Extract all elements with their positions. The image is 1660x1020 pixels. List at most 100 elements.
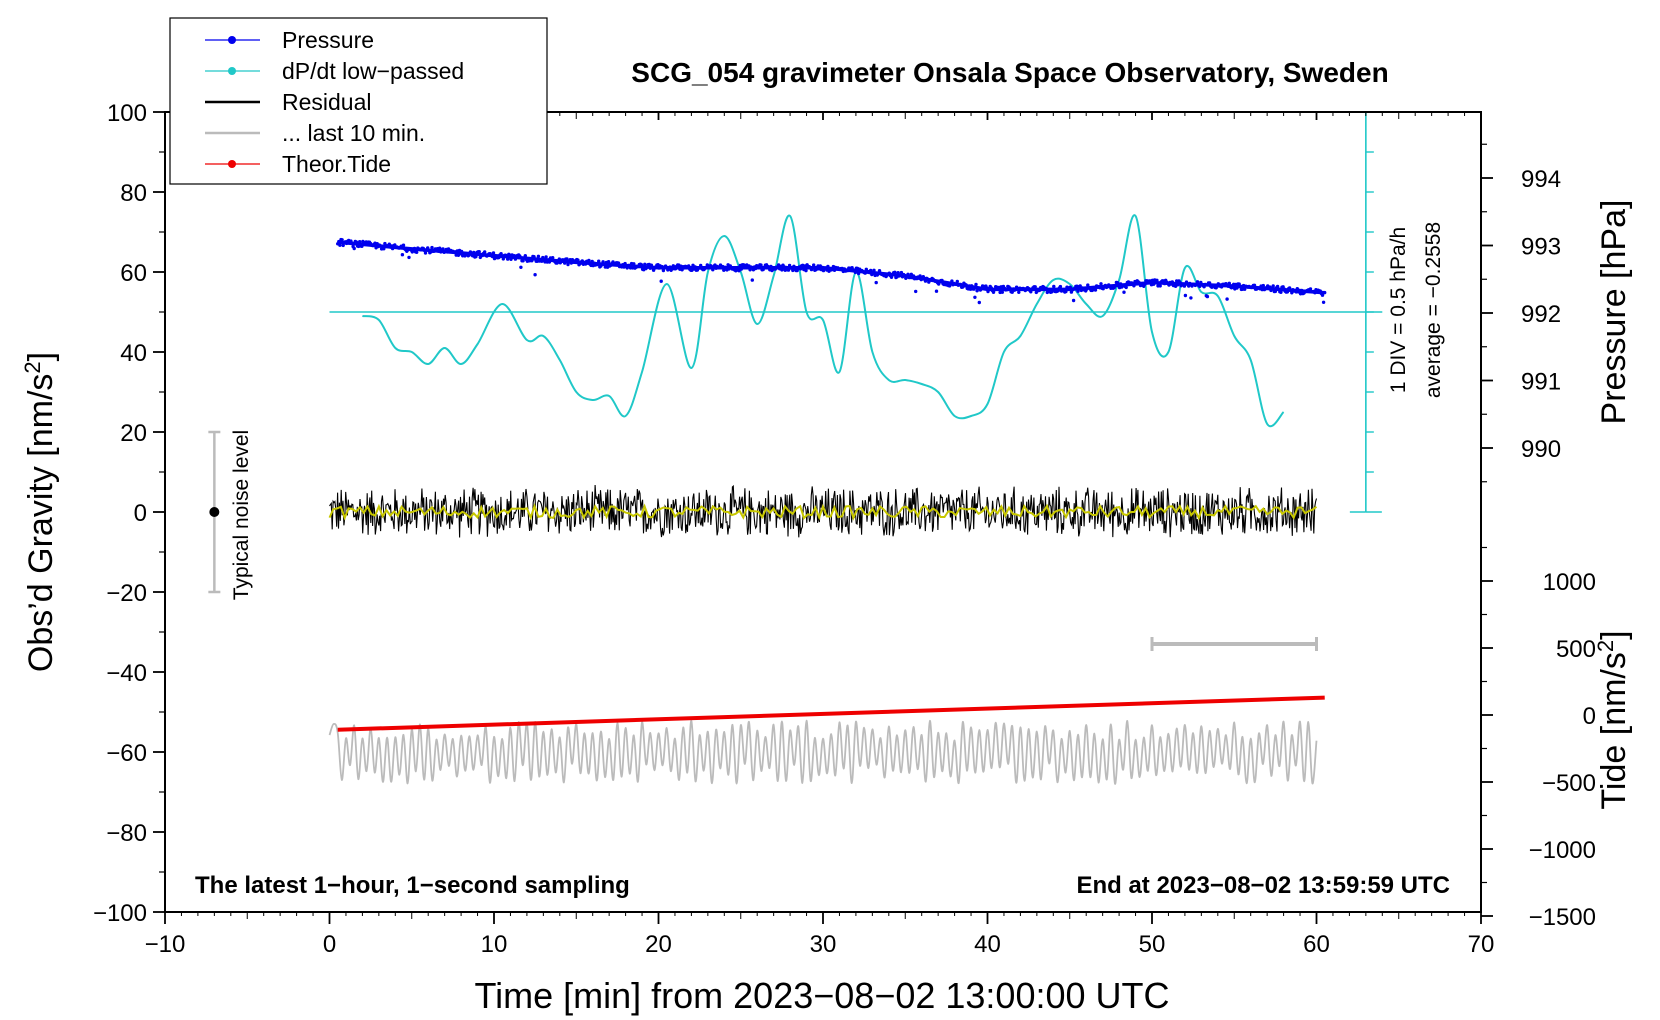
x-tick-label: 70 bbox=[1468, 931, 1495, 958]
tide-tick-label: 1000 bbox=[1543, 569, 1596, 596]
pressure-point bbox=[1195, 280, 1200, 284]
dpdt-line bbox=[362, 214, 1285, 428]
pressure-point bbox=[889, 275, 894, 279]
pressure-point bbox=[812, 263, 816, 267]
residual-line bbox=[329, 484, 1318, 538]
pressure-point bbox=[1183, 293, 1188, 298]
axes-layer: −10 0 10 20 30 40 50 60 70−100−80−60−40−20020406… bbox=[93, 100, 1596, 958]
pressure-line bbox=[337, 240, 1325, 295]
dpdt-scale-avg-label: average = −0.2558 bbox=[1422, 222, 1445, 398]
pressure-point bbox=[401, 243, 406, 247]
y-tick-label: −60 bbox=[106, 740, 147, 767]
pressure-point bbox=[597, 259, 601, 263]
pressure-point bbox=[587, 258, 591, 263]
pressure-point bbox=[750, 278, 754, 282]
legend-marker bbox=[228, 160, 236, 168]
y-axis-tide-label-sup: 2 bbox=[1593, 640, 1618, 652]
pressure-point bbox=[519, 265, 523, 269]
y-tick-label: −20 bbox=[106, 580, 147, 607]
pressure-point bbox=[477, 250, 481, 254]
x-tick-label: 0 bbox=[323, 931, 336, 958]
pressure-point bbox=[1052, 284, 1056, 289]
pressure-point bbox=[1086, 283, 1090, 287]
pressure-point bbox=[1093, 288, 1098, 292]
pressure-point bbox=[338, 243, 342, 247]
pressure-point bbox=[759, 263, 763, 267]
pressure-point bbox=[521, 259, 525, 263]
pressure-point bbox=[340, 238, 344, 242]
pressure-point bbox=[974, 282, 978, 287]
tide-tick-label: −1000 bbox=[1529, 837, 1596, 864]
annotation-right: End at 2023−08−02 13:59:59 UTC bbox=[1076, 872, 1450, 899]
y-axis-tide-label-main: Tide [nm/s bbox=[1595, 652, 1633, 809]
pressure-point bbox=[1308, 287, 1313, 291]
pressure-point bbox=[1000, 290, 1004, 294]
pressure-point bbox=[533, 273, 537, 277]
chart-title: SCG_054 gravimeter Onsala Space Observat… bbox=[631, 57, 1388, 88]
pressure-tick-label: 993 bbox=[1521, 234, 1561, 261]
x-tick-label: −10 bbox=[145, 931, 186, 958]
x-tick-label: 50 bbox=[1139, 931, 1166, 958]
legend-marker bbox=[228, 67, 236, 75]
series-layer bbox=[208, 111, 1383, 785]
pressure-point bbox=[1099, 282, 1103, 286]
legend-label: Theor.Tide bbox=[282, 151, 391, 177]
pressure-point bbox=[544, 255, 548, 259]
pressure-point bbox=[1158, 284, 1162, 288]
pressure-point bbox=[1010, 290, 1014, 294]
pressure-point bbox=[977, 300, 981, 305]
y-axis-left-label-sup: 2 bbox=[20, 361, 45, 373]
pressure-point bbox=[973, 295, 977, 299]
x-tick-label: 30 bbox=[810, 931, 837, 958]
pressure-point bbox=[341, 243, 345, 248]
legend-label: dP/dt low−passed bbox=[282, 58, 464, 84]
pressure-point bbox=[1189, 296, 1193, 300]
y-tick-label: −40 bbox=[106, 660, 147, 687]
dpdt-scale-div-label: 1 DIV = 0.5 hPa/h bbox=[1387, 227, 1410, 393]
pressure-point bbox=[1071, 298, 1076, 303]
x-tick-label: 10 bbox=[481, 931, 508, 958]
pressure-point bbox=[1017, 290, 1021, 294]
pressure-point bbox=[606, 260, 611, 264]
pressure-point bbox=[352, 246, 356, 251]
pressure-tick-label: 990 bbox=[1521, 436, 1561, 463]
y-axis-tide-label: Tide [nm/s2] bbox=[1593, 630, 1633, 809]
pressure-point bbox=[415, 250, 419, 254]
pressure-point bbox=[1275, 284, 1280, 289]
tide-tick-label: 0 bbox=[1583, 703, 1596, 730]
pressure-point bbox=[423, 251, 428, 255]
y-tick-label: 100 bbox=[107, 100, 147, 127]
tide-line bbox=[337, 695, 1325, 732]
pressure-point bbox=[1122, 290, 1126, 294]
pressure-tick-label: 994 bbox=[1521, 166, 1561, 193]
x-tick-label: 60 bbox=[1303, 931, 1330, 958]
noise-bar-center-dot bbox=[209, 507, 220, 517]
legend-label: ... last 10 min. bbox=[282, 120, 425, 146]
pressure-point bbox=[430, 245, 434, 250]
pressure-point bbox=[874, 280, 878, 285]
legend: Pressure dP/dt low−passed Residual ... last… bbox=[169, 17, 548, 185]
pressure-point bbox=[565, 257, 569, 261]
pressure-point bbox=[1205, 294, 1210, 299]
pressure-point bbox=[934, 289, 939, 293]
y-tick-label: −100 bbox=[93, 900, 147, 927]
noise-level-label: Typical noise level bbox=[230, 430, 253, 600]
pressure-point bbox=[899, 270, 904, 275]
pressure-point bbox=[400, 253, 405, 257]
tide-tick-label: −500 bbox=[1542, 770, 1596, 797]
pressure-point bbox=[566, 262, 570, 267]
pressure-point bbox=[1058, 284, 1063, 289]
y-axis-left-label-main: Obs’d Gravity [nm/s bbox=[22, 374, 60, 673]
pressure-tick-label: 992 bbox=[1521, 301, 1561, 328]
y-axis-left-label: Obs’d Gravity [nm/s2] bbox=[20, 352, 60, 672]
pressure-point bbox=[407, 255, 411, 260]
pressure-point bbox=[1033, 285, 1037, 289]
pressure-point bbox=[536, 254, 541, 258]
pressure-tick-label: 991 bbox=[1521, 369, 1561, 396]
y-tick-label: 40 bbox=[120, 340, 147, 367]
legend-label: Pressure bbox=[282, 27, 374, 53]
pressure-point bbox=[955, 279, 959, 284]
y-axis-left-label-close: ] bbox=[22, 352, 60, 361]
pressure-point bbox=[1271, 284, 1275, 288]
